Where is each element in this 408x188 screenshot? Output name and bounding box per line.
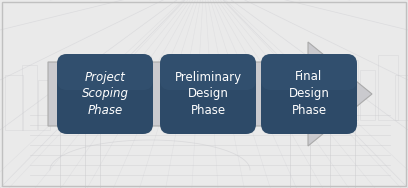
FancyBboxPatch shape	[261, 54, 357, 134]
FancyBboxPatch shape	[57, 54, 153, 90]
Text: Project
Scoping
Phase: Project Scoping Phase	[82, 70, 129, 118]
FancyBboxPatch shape	[57, 54, 153, 134]
FancyBboxPatch shape	[160, 54, 256, 134]
FancyBboxPatch shape	[261, 54, 357, 90]
Bar	[378, 55, 398, 120]
Text: Final
Design
Phase: Final Design Phase	[288, 70, 329, 118]
FancyBboxPatch shape	[160, 54, 256, 90]
Polygon shape	[48, 42, 372, 146]
Text: Preliminary
Design
Phase: Preliminary Design Phase	[175, 70, 242, 118]
Bar	[340, 60, 358, 120]
Bar	[5, 75, 23, 130]
Bar	[360, 70, 375, 120]
Bar	[395, 75, 408, 120]
Bar	[38, 80, 50, 130]
Bar	[22, 65, 37, 130]
